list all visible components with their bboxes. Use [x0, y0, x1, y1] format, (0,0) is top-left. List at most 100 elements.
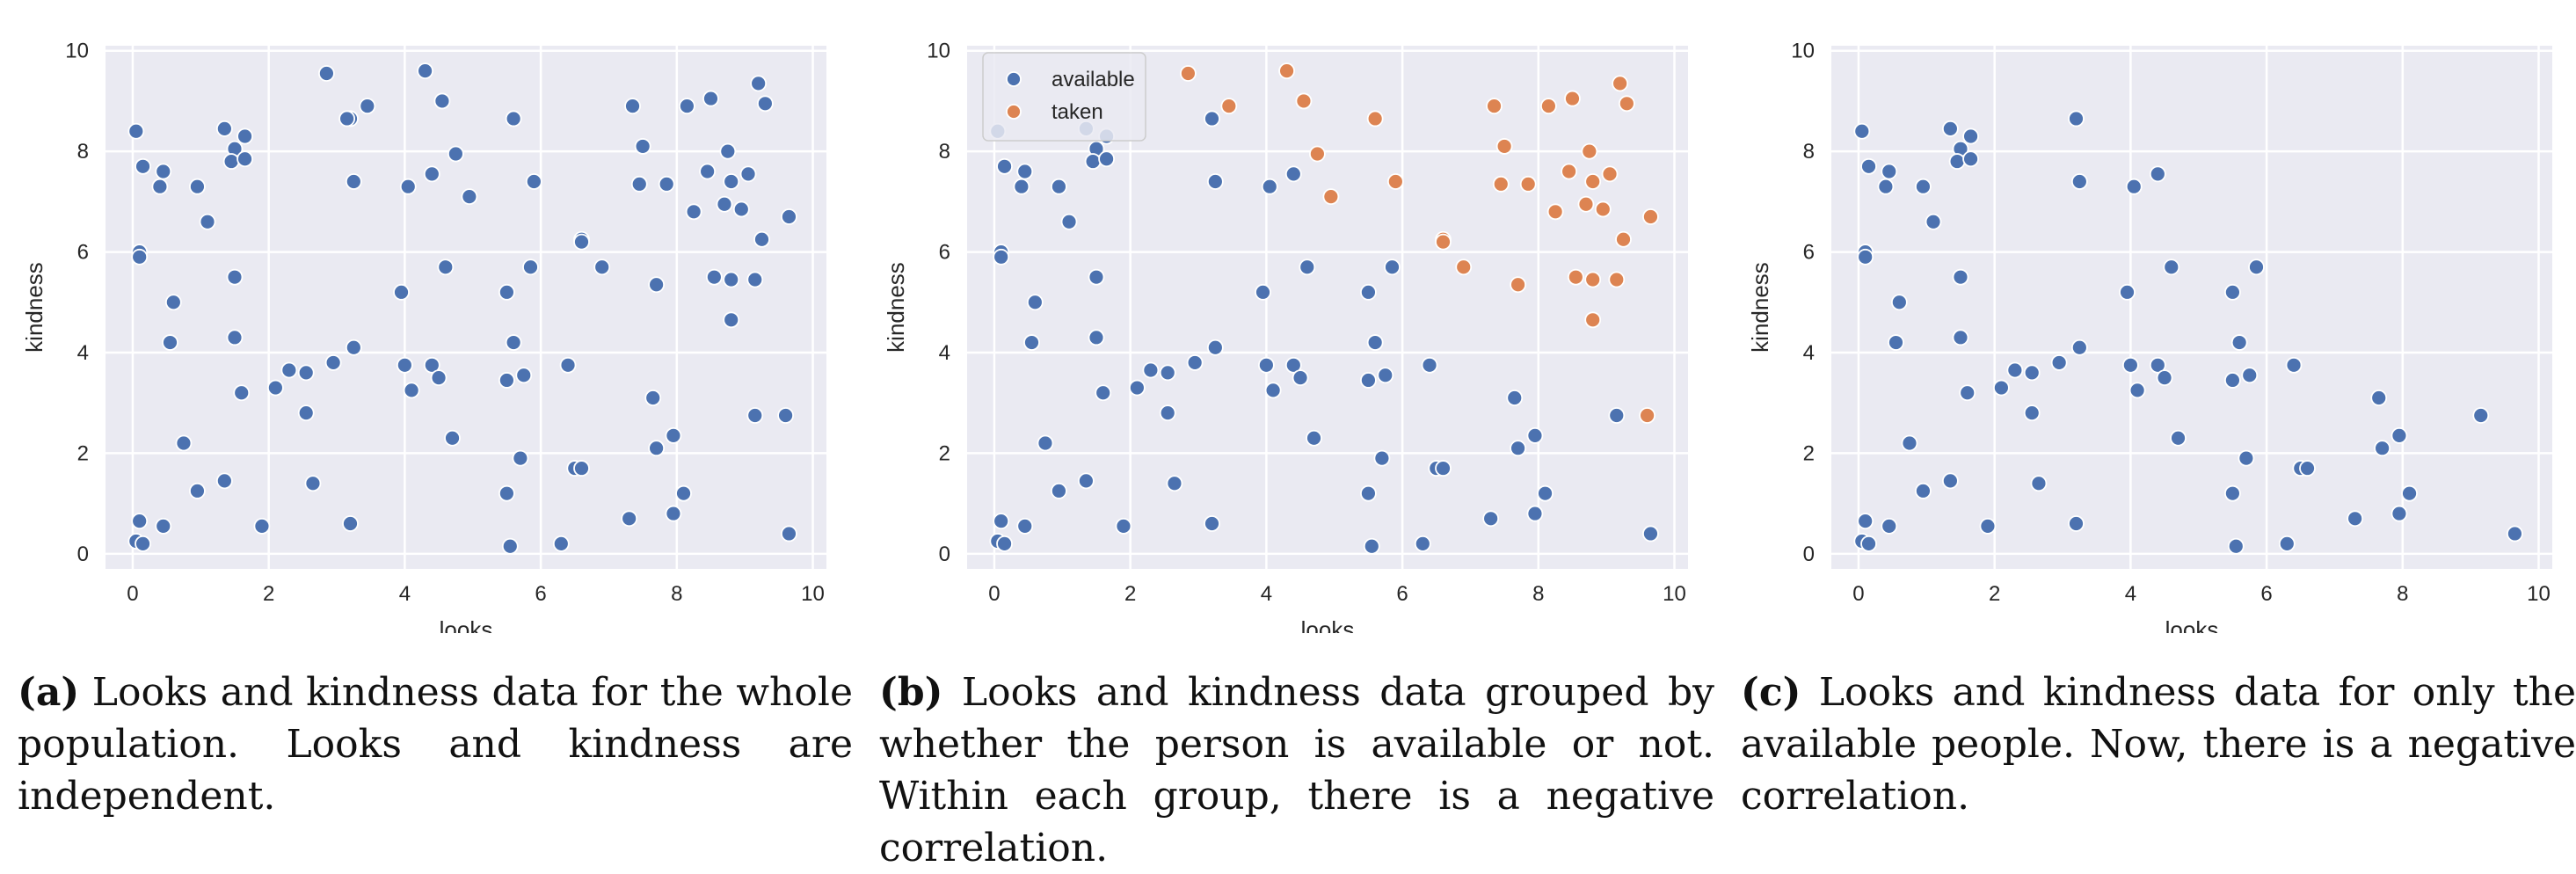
data-point	[2390, 505, 2408, 522]
data-point	[359, 98, 376, 115]
data-point	[993, 248, 1010, 266]
data-point	[1414, 535, 1431, 552]
data-point	[1888, 334, 1904, 351]
data-point	[1016, 517, 1034, 535]
data-point	[1642, 525, 1659, 543]
data-point	[2278, 535, 2296, 552]
data-point	[1204, 515, 1220, 532]
data-point	[2370, 390, 2388, 406]
data-point	[226, 329, 244, 346]
data-point	[2347, 510, 2364, 528]
data-point	[2238, 449, 2255, 467]
x-tick-label: 0	[127, 582, 138, 606]
data-point	[131, 513, 149, 530]
x-tick-label: 0	[1852, 582, 1864, 606]
data-point	[345, 173, 362, 190]
data-point	[2472, 407, 2490, 424]
y-tick-label: 0	[1803, 543, 1815, 566]
data-point	[236, 150, 253, 168]
data-point	[1060, 213, 1078, 230]
data-point	[1857, 248, 1874, 266]
data-point	[2050, 354, 2068, 371]
data-point	[1615, 230, 1632, 248]
data-point	[1435, 233, 1452, 251]
data-point	[1860, 157, 1877, 175]
data-point	[1308, 145, 1326, 163]
data-point	[297, 364, 315, 382]
data-point	[1366, 334, 1384, 351]
data-point	[1877, 178, 1895, 195]
data-point	[1186, 354, 1204, 371]
data-point	[2023, 364, 2041, 382]
data-point	[399, 178, 417, 195]
data-point	[777, 407, 794, 424]
y-tick-label: 10	[1791, 40, 1815, 63]
data-point	[1584, 311, 1602, 329]
data-point	[996, 535, 1013, 552]
data-point	[1540, 98, 1557, 115]
data-point	[1084, 153, 1102, 170]
y-tick-label: 8	[77, 140, 89, 164]
data-point	[423, 356, 440, 374]
data-point	[1915, 482, 1932, 499]
data-point	[222, 153, 240, 170]
data-point	[1546, 203, 1564, 221]
data-point	[253, 517, 271, 535]
data-point	[1941, 472, 1959, 490]
data-point	[266, 379, 284, 397]
data-point	[430, 369, 448, 386]
data-point	[675, 484, 692, 502]
data-point	[525, 173, 542, 190]
data-point	[1363, 537, 1380, 555]
data-point	[2006, 361, 2024, 379]
data-point	[559, 356, 577, 374]
legend-box	[982, 52, 1146, 142]
data-point	[750, 75, 768, 92]
data-point	[444, 429, 461, 447]
data-point	[127, 122, 145, 140]
data-point	[2285, 356, 2303, 374]
data-point	[2374, 440, 2391, 457]
legend-marker	[1006, 104, 1022, 120]
data-point	[215, 120, 233, 137]
caption-b: (b) Looks and kindness data grouped by w…	[879, 666, 1714, 874]
data-point	[1608, 407, 1626, 424]
data-point	[781, 208, 797, 225]
data-point	[396, 356, 413, 374]
data-point	[2121, 356, 2139, 374]
data-point	[621, 510, 638, 528]
scatter-chart-1: 0 2 4 6 8 10 0 2 4 6 8 10 looks kindness	[21, 40, 826, 633]
data-point	[1482, 510, 1500, 528]
data-point	[226, 268, 244, 286]
data-point	[1292, 369, 1309, 386]
data-point	[2390, 426, 2408, 444]
data-point	[1306, 429, 1322, 447]
data-point	[1952, 329, 1969, 346]
data-point	[522, 259, 539, 276]
data-point	[1023, 334, 1040, 351]
plot-area	[1831, 46, 2552, 569]
data-point	[1979, 517, 1997, 535]
data-point	[993, 513, 1010, 530]
y-axis-label: kindness	[883, 262, 909, 353]
y-tick-label: 6	[939, 241, 950, 265]
data-point	[1526, 426, 1544, 444]
y-tick-label: 10	[65, 40, 89, 63]
data-point	[723, 311, 740, 329]
data-point	[699, 163, 717, 180]
data-point	[630, 175, 648, 193]
data-point	[2401, 484, 2418, 502]
data-point	[2230, 334, 2248, 351]
data-point	[1255, 283, 1271, 301]
data-point	[1639, 407, 1655, 424]
data-point	[746, 271, 764, 288]
data-point	[1098, 150, 1115, 168]
data-point	[215, 472, 233, 490]
data-point	[2163, 259, 2180, 276]
data-point	[1360, 283, 1377, 301]
data-point	[624, 98, 641, 115]
data-point	[1037, 434, 1054, 452]
data-point	[2241, 367, 2259, 384]
data-point	[1360, 484, 1377, 502]
data-point	[233, 384, 251, 402]
